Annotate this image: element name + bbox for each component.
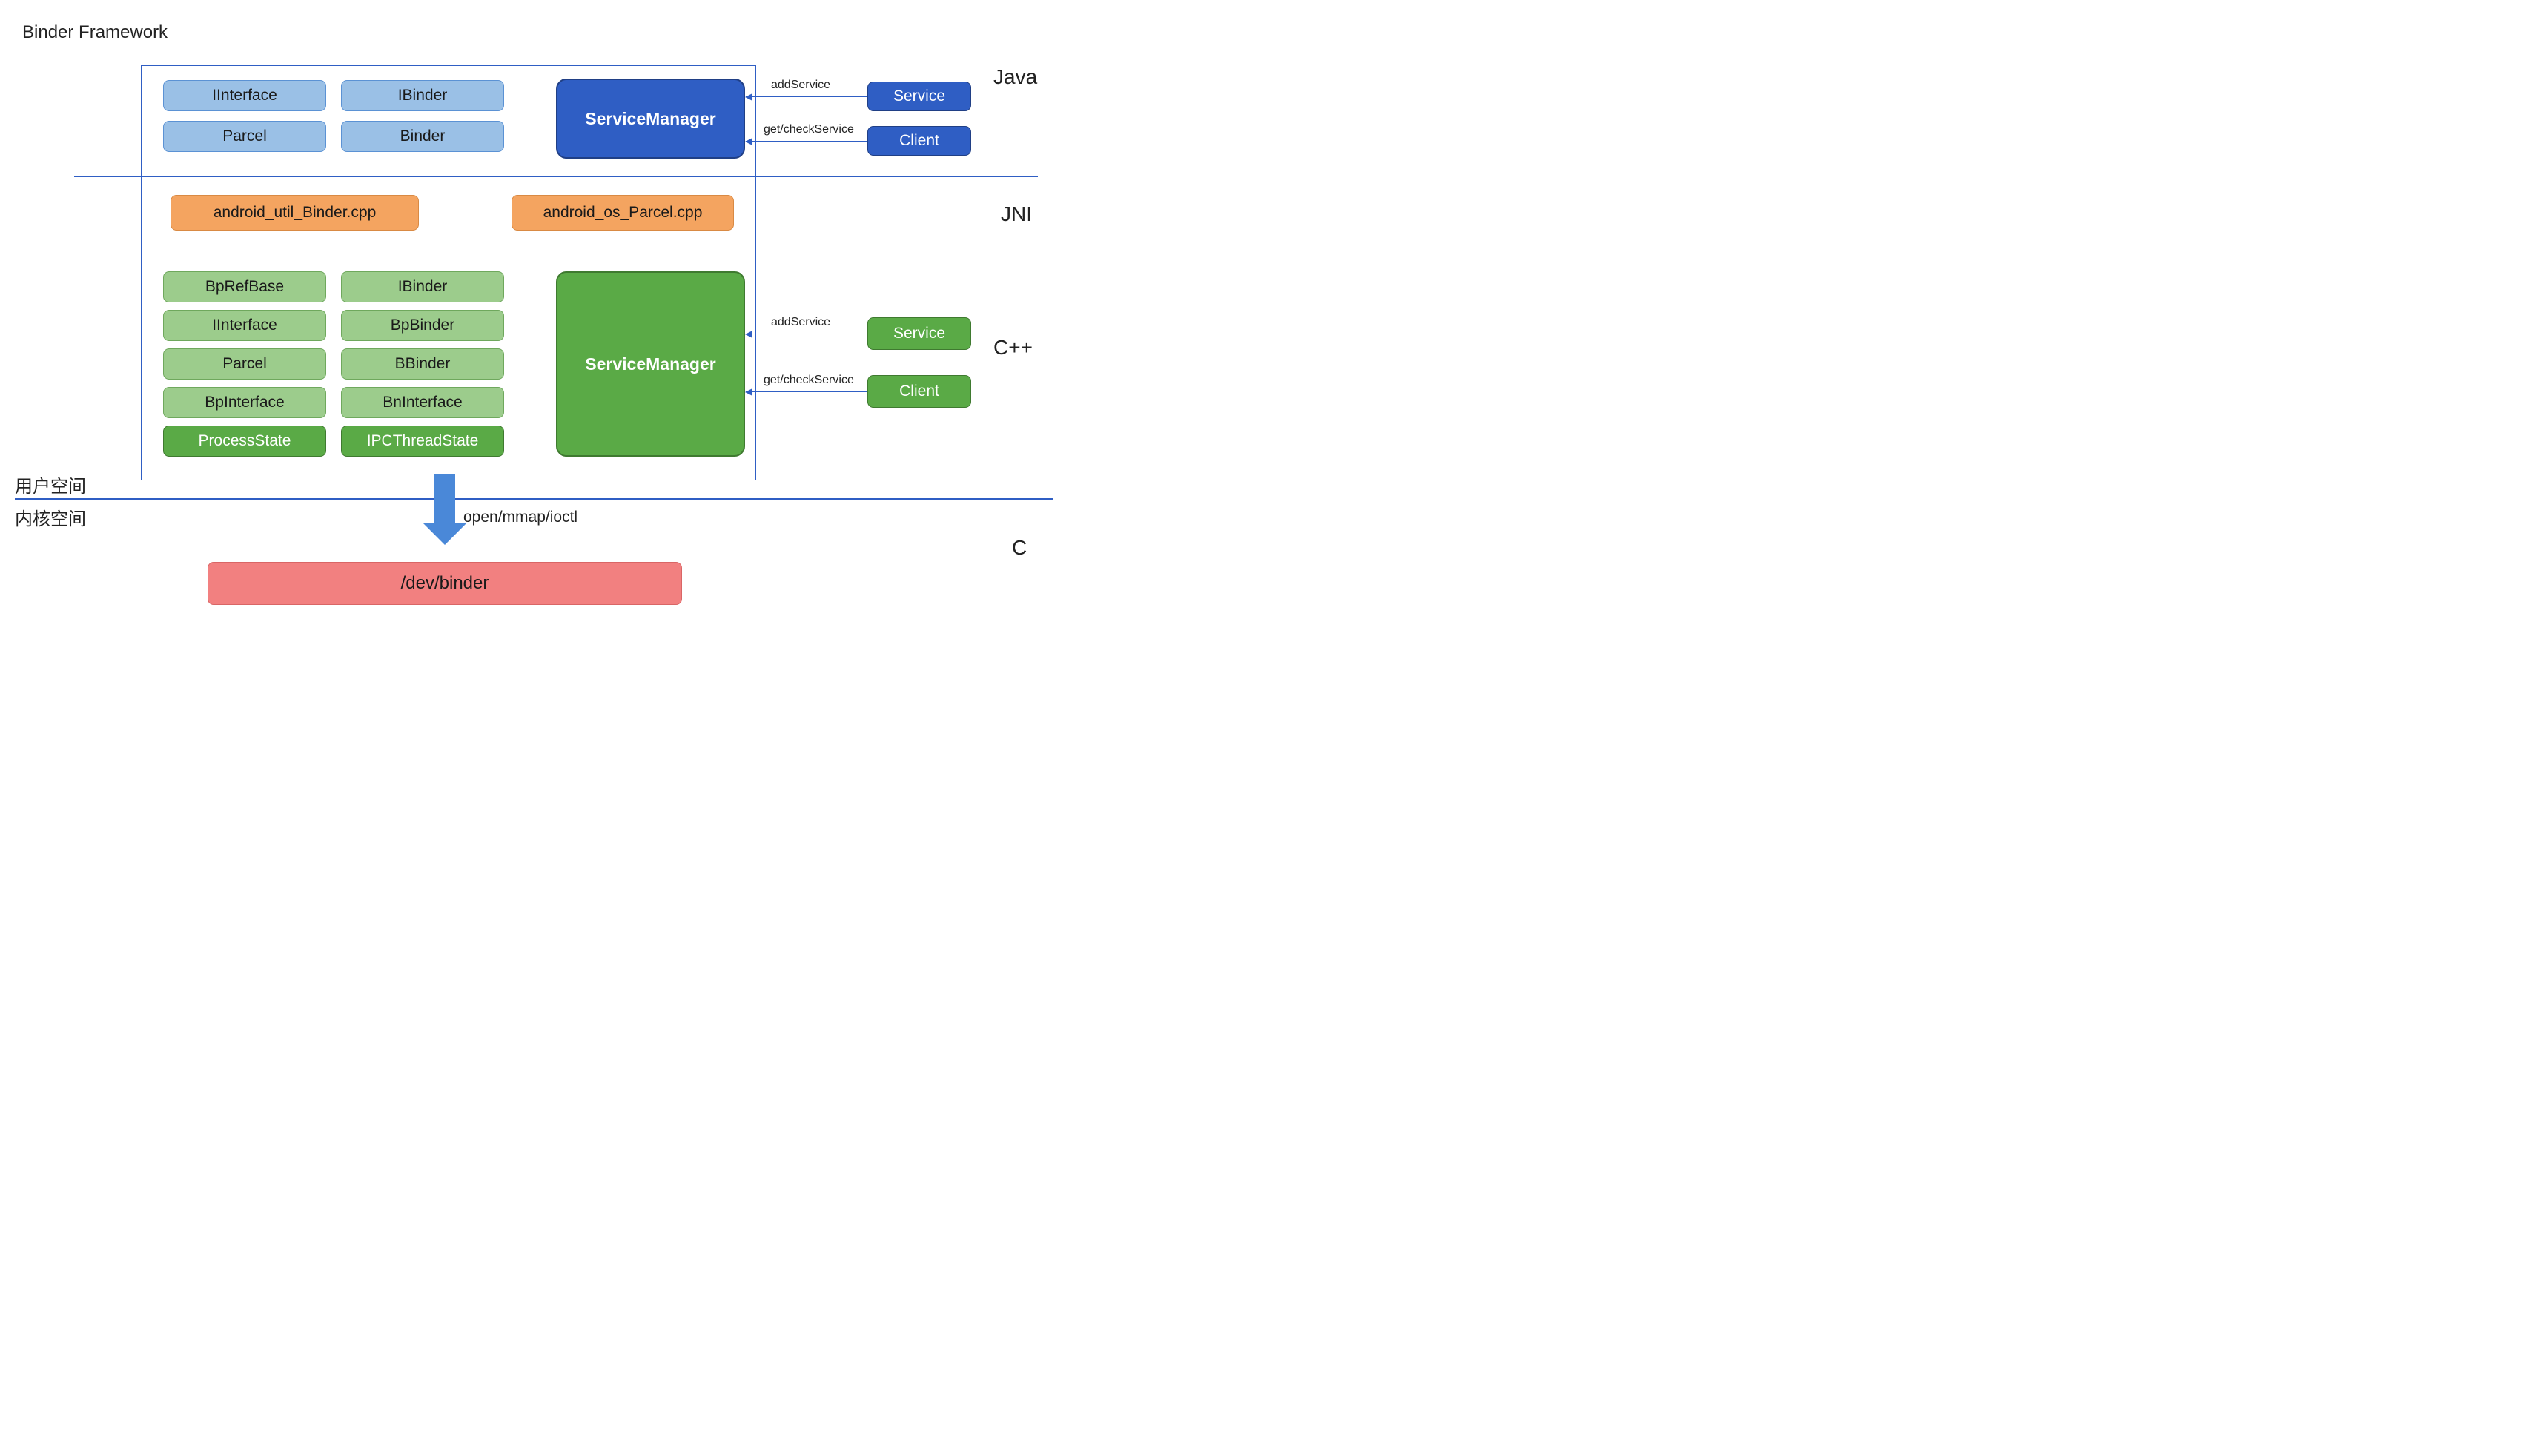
cpp-col2-bninterface: BnInterface bbox=[341, 387, 504, 418]
cpp-col2-ibinder: IBinder bbox=[341, 271, 504, 302]
java-iinterface-box: IInterface bbox=[163, 80, 326, 111]
divider-java-jni bbox=[74, 176, 1038, 177]
cpp-col1-bpinterface: BpInterface bbox=[163, 387, 326, 418]
cpp-client-box: Client bbox=[867, 375, 971, 408]
arrow-head bbox=[423, 523, 467, 545]
dev-binder-box: /dev/binder bbox=[208, 562, 682, 605]
label-user-space: 用户空间 bbox=[15, 471, 86, 497]
layer-label-cpp: C++ bbox=[993, 336, 1033, 360]
diagram-canvas: Java JNI C++ C 用户空间 内核空间 IInterface IBin… bbox=[15, 58, 1053, 651]
label-cpp-addservice: addService bbox=[771, 316, 830, 329]
cpp-col1-bprefbase: BpRefBase bbox=[163, 271, 326, 302]
diagram-title: Binder Framework bbox=[22, 22, 1060, 43]
java-parcel-box: Parcel bbox=[163, 121, 326, 152]
cpp-col2-bbinder: BBinder bbox=[341, 348, 504, 380]
arrow-java-addservice bbox=[746, 96, 867, 97]
cpp-col2-ipcthreadstate: IPCThreadState bbox=[341, 426, 504, 457]
cpp-servicemanager-box: ServiceManager bbox=[556, 271, 745, 457]
layer-label-jni: JNI bbox=[1001, 202, 1032, 226]
cpp-col1-parcel: Parcel bbox=[163, 348, 326, 380]
jni-parcel-cpp-box: android_os_Parcel.cpp bbox=[512, 195, 734, 231]
arrow-shaft bbox=[434, 474, 455, 523]
arrow-cpp-checkservice bbox=[746, 391, 867, 392]
java-binder-box: Binder bbox=[341, 121, 504, 152]
arrow-java-checkservice bbox=[746, 141, 867, 142]
java-ibinder-box: IBinder bbox=[341, 80, 504, 111]
label-java-addservice: addService bbox=[771, 79, 830, 92]
layer-label-java: Java bbox=[993, 65, 1037, 89]
cpp-col1-iinterface: IInterface bbox=[163, 310, 326, 341]
label-java-checkservice: get/checkService bbox=[764, 123, 854, 136]
java-service-box: Service bbox=[867, 82, 971, 111]
java-client-box: Client bbox=[867, 126, 971, 156]
cpp-service-box: Service bbox=[867, 317, 971, 350]
label-cpp-checkservice: get/checkService bbox=[764, 374, 854, 387]
divider-user-kernel bbox=[15, 498, 1053, 500]
arrow-to-kernel bbox=[426, 474, 463, 545]
jni-binder-cpp-box: android_util_Binder.cpp bbox=[171, 195, 419, 231]
cpp-col1-processstate: ProcessState bbox=[163, 426, 326, 457]
layer-label-c: C bbox=[1012, 536, 1027, 560]
java-servicemanager-box: ServiceManager bbox=[556, 79, 745, 159]
cpp-col2-bpbinder: BpBinder bbox=[341, 310, 504, 341]
label-syscalls: open/mmap/ioctl bbox=[463, 509, 578, 526]
label-kernel-space: 内核空间 bbox=[15, 504, 86, 530]
